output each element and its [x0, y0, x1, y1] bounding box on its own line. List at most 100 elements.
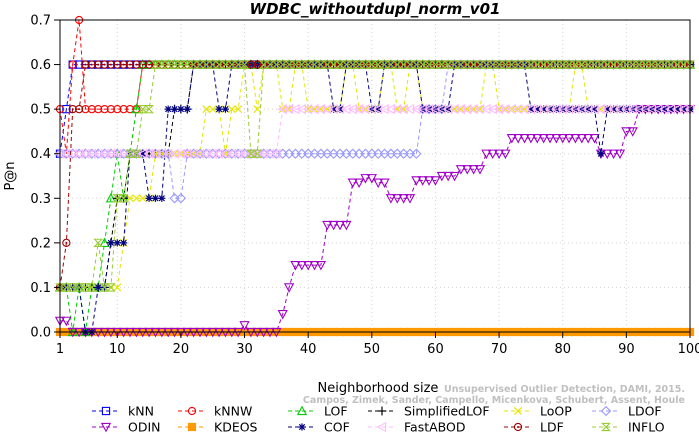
- data-point: [633, 104, 644, 115]
- data-point: [519, 104, 529, 115]
- data-point: [475, 60, 485, 69]
- data-point: [487, 104, 497, 115]
- data-point: [449, 171, 460, 182]
- data-point: [232, 148, 243, 159]
- data-point: [398, 60, 409, 69]
- data-point: [474, 104, 485, 115]
- data-point: [67, 283, 78, 292]
- data-point: [646, 60, 657, 69]
- series-line-ldof: [60, 64, 690, 199]
- data-point: [398, 194, 409, 204]
- data-point: [506, 133, 517, 144]
- series-line-knnw: [59, 19, 690, 154]
- y-tick-label: 0.3: [30, 192, 51, 207]
- data-point: [226, 60, 237, 69]
- data-point: [455, 104, 466, 115]
- legend-label: INFLO: [628, 420, 665, 434]
- data-point: [87, 60, 96, 69]
- data-point: [576, 104, 586, 115]
- data-point: [175, 148, 186, 159]
- data-point: [81, 60, 90, 69]
- series-fastabod: [54, 104, 695, 159]
- data-point: [175, 193, 187, 204]
- legend-marker: [600, 405, 612, 417]
- data-point: [315, 60, 326, 69]
- data-point: [105, 283, 116, 292]
- data-point: [570, 104, 580, 115]
- data-point: [181, 148, 192, 159]
- data-point: [500, 104, 510, 115]
- data-point: [118, 194, 129, 203]
- data-point: [226, 148, 236, 159]
- data-point: [595, 104, 606, 115]
- data-point: [138, 60, 147, 69]
- y-axis-label: P@n: [3, 161, 18, 190]
- legend-entry-ldf: LDF: [504, 420, 564, 434]
- data-point: [417, 104, 427, 115]
- data-point: [404, 194, 416, 204]
- data-point: [468, 60, 479, 69]
- legend-label: kNNW: [214, 404, 252, 419]
- data-point: [385, 194, 397, 204]
- data-point: [487, 60, 498, 69]
- data-point: [107, 239, 115, 247]
- data-point: [443, 60, 454, 69]
- data-point: [360, 174, 371, 184]
- data-point: [665, 104, 676, 115]
- data-point: [264, 148, 275, 159]
- data-point: [493, 149, 505, 160]
- data-point: [392, 194, 403, 204]
- data-point: [131, 149, 142, 158]
- data-point: [398, 104, 408, 115]
- data-point: [551, 60, 562, 69]
- data-point: [55, 283, 65, 292]
- data-point: [353, 178, 365, 189]
- legend-marker: [101, 406, 111, 416]
- data-point: [513, 60, 524, 69]
- data-point: [113, 239, 121, 247]
- data-point: [449, 60, 460, 69]
- data-point: [239, 60, 250, 69]
- data-point: [151, 194, 160, 202]
- data-point: [430, 104, 440, 115]
- credit-line-1: Unsupervised Outlier Detection, DAMI, 20…: [444, 384, 685, 395]
- data-point: [150, 148, 160, 159]
- data-point: [188, 60, 199, 69]
- data-point: [557, 60, 568, 69]
- data-point: [138, 194, 147, 203]
- x-tick-label: 30: [236, 342, 253, 357]
- data-point: [158, 194, 166, 202]
- data-point: [538, 60, 549, 69]
- data-point: [602, 60, 613, 69]
- data-point: [111, 148, 122, 159]
- data-point: [80, 283, 91, 292]
- data-point: [500, 149, 511, 160]
- data-point: [436, 60, 447, 69]
- data-point: [417, 60, 428, 69]
- data-point: [589, 104, 599, 115]
- legend-marker: [296, 405, 308, 416]
- data-point: [640, 60, 651, 69]
- data-point: [283, 104, 294, 115]
- data-point: [392, 60, 403, 69]
- data-point: [233, 60, 244, 69]
- data-point: [557, 104, 567, 115]
- data-point: [239, 148, 249, 159]
- data-point: [94, 104, 103, 114]
- data-point: [119, 104, 128, 114]
- data-point: [62, 104, 71, 114]
- data-point: [175, 60, 186, 69]
- data-point: [563, 133, 575, 144]
- data-point: [601, 104, 612, 115]
- y-tick-label: 0.2: [30, 236, 51, 251]
- data-point: [430, 176, 441, 186]
- data-point: [449, 104, 459, 115]
- data-point: [170, 105, 179, 113]
- data-point: [436, 171, 447, 182]
- x-tick-label: 100: [678, 342, 699, 357]
- data-point: [595, 60, 606, 69]
- data-point: [487, 149, 498, 160]
- data-point: [652, 104, 663, 115]
- data-point: [106, 60, 116, 69]
- legend-label: ODIN: [128, 420, 161, 434]
